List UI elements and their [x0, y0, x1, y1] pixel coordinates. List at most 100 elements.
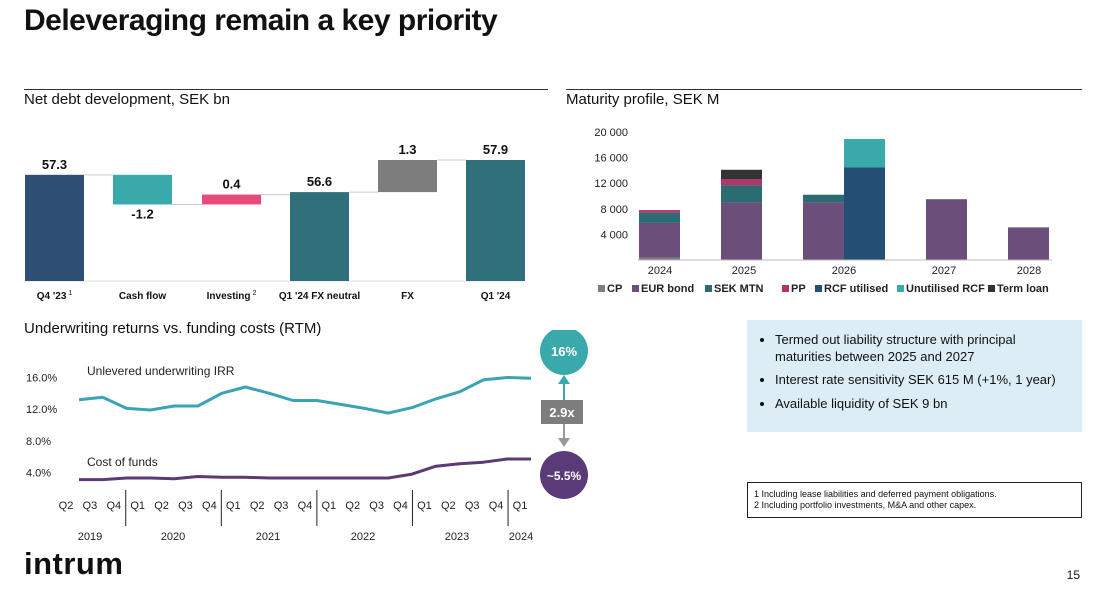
- uw-x-quarter: Q2: [154, 500, 169, 512]
- waterfall-category-label: Cash flow: [119, 291, 166, 302]
- waterfall-bar: [466, 160, 525, 281]
- uw-x-quarter: Q3: [274, 500, 289, 512]
- legend-swatch: [782, 285, 789, 292]
- uw-x-quarter: Q3: [83, 500, 98, 512]
- uw-x-quarter: Q3: [369, 500, 384, 512]
- waterfall-value-label: -1.2: [131, 206, 153, 221]
- uw-x-year: 2021: [256, 531, 280, 543]
- maturity-bar-segment: [721, 169, 762, 180]
- uw-x-quarter: Q2: [441, 500, 456, 512]
- footnote-marker: 2: [251, 290, 257, 297]
- uw-x-year: 2022: [351, 531, 375, 543]
- maturity-x-label: 2026: [832, 265, 856, 277]
- page-title: Deleveraging remain a key priority: [24, 4, 498, 37]
- page-number: 15: [1066, 568, 1080, 582]
- legend-label: PP: [791, 283, 806, 295]
- underwriting-chart: 4.0% 8.0% 12.0% 16.0% Unlevered underwriting…: [26, 330, 588, 543]
- key-point: Interest rate sensitivity SEK 615 M (+1%…: [775, 372, 1072, 389]
- gap-arrow-up-head: [558, 375, 570, 384]
- waterfall-category-label: Q1 '24: [481, 291, 511, 302]
- net-debt-rule: [24, 89, 548, 90]
- maturity-bar-segment: [844, 167, 885, 260]
- footnotes: 1 Including lease liabilities and deferr…: [747, 482, 1082, 518]
- uw-y-tick: 8.0%: [26, 436, 51, 448]
- maturity-bar-segment: [721, 179, 762, 186]
- irr-line: [78, 376, 532, 415]
- waterfall-value-label: 57.9: [483, 142, 508, 157]
- maturity-x-label: 2027: [932, 265, 956, 277]
- maturity-y-tick: 4 000: [600, 229, 628, 241]
- maturity-bar-segment: [639, 257, 680, 260]
- maturity-x-label: 2025: [732, 265, 756, 277]
- waterfall-bar: [202, 194, 261, 205]
- cost-of-funds-line: [79, 457, 531, 482]
- uw-x-quarter: Q2: [59, 500, 74, 512]
- uw-x-quarter: Q1: [130, 500, 145, 512]
- uw-x-quarter: Q4: [202, 500, 217, 512]
- maturity-bar-segment: [844, 139, 885, 168]
- waterfall-value-label: 1.3: [398, 142, 416, 157]
- legend-swatch: [815, 285, 822, 292]
- key-point: Termed out liability structure with prin…: [775, 332, 1072, 365]
- legend-swatch: [598, 285, 605, 292]
- maturity-x-label: 2028: [1017, 265, 1041, 277]
- gap-box: [541, 400, 583, 424]
- waterfall-category-label: Q4 '23 1: [37, 290, 73, 302]
- waterfall-bar: [378, 160, 437, 193]
- uw-x-quarter: Q4: [106, 500, 121, 512]
- maturity-bar-segment: [721, 185, 762, 203]
- maturity-y-tick: 8 000: [600, 204, 628, 216]
- waterfall-category-label: Q1 '24 FX neutral: [279, 291, 361, 302]
- waterfall-value-label: 0.4: [222, 177, 241, 192]
- legend-label: RCF utilised: [824, 283, 888, 295]
- legend-swatch: [897, 285, 904, 292]
- uw-y-tick: 16.0%: [26, 373, 57, 385]
- uw-x-year: 2024: [509, 531, 533, 543]
- waterfall-value-label: 57.3: [42, 157, 67, 172]
- footnote-marker: 1: [66, 290, 72, 297]
- legend-label: Term loan: [997, 283, 1049, 295]
- cof-end-bubble: [540, 451, 588, 499]
- uw-x-quarter: Q1: [417, 500, 432, 512]
- maturity-x-label: 2024: [648, 265, 672, 277]
- waterfall-category-label: FX: [401, 291, 414, 302]
- cof-end-label: ~5.5%: [547, 469, 582, 483]
- uw-x-quarter: Q4: [393, 500, 408, 512]
- footnote: 1 Including lease liabilities and deferr…: [754, 489, 997, 499]
- waterfall-value-label: 56.6: [307, 174, 332, 189]
- maturity-y-tick: 20 000: [594, 127, 628, 139]
- key-point: Available liquidity of SEK 9 bn: [775, 396, 1072, 413]
- uw-x-year: 2019: [78, 531, 102, 543]
- uw-x-quarter: Q4: [298, 500, 313, 512]
- maturity-y-tick: 12 000: [594, 178, 628, 190]
- uw-x-year: 2020: [161, 531, 185, 543]
- key-points-box: Termed out liability structure with prin…: [747, 320, 1082, 432]
- net-debt-chart: 57.3 Q4 '23 1 -1.2 Cash flow 0.4 Investing 2 5…: [24, 142, 525, 302]
- underwriting-title: Underwriting returns vs. funding costs (…: [24, 320, 322, 337]
- maturity-chart: 4 000 8 000 12 000 16 000 20 000 2024 2025 2026…: [594, 127, 1052, 295]
- legend-label: SEK MTN: [714, 283, 764, 295]
- maturity-bar-segment: [639, 222, 680, 258]
- maturity-bar-segment: [639, 212, 680, 223]
- uw-x-quarter: Q3: [178, 500, 193, 512]
- irr-end-label: 16%: [551, 344, 577, 359]
- legend-label: CP: [607, 283, 622, 295]
- maturity-bar-segment: [639, 210, 680, 213]
- legend-label: EUR bond: [641, 283, 694, 295]
- cost-of-funds-series-label: Cost of funds: [87, 455, 158, 469]
- uw-y-tick: 12.0%: [26, 404, 57, 416]
- legend-swatch: [705, 285, 712, 292]
- uw-x-quarter: Q2: [345, 500, 360, 512]
- uw-x-quarter: Q1: [513, 500, 528, 512]
- maturity-bar-segment: [721, 202, 762, 260]
- legend-swatch: [988, 285, 995, 292]
- uw-x-year: 2023: [445, 531, 469, 543]
- uw-y-tick: 4.0%: [26, 468, 51, 480]
- irr-end-bubble: [540, 330, 588, 375]
- maturity-bar-segment: [926, 199, 967, 260]
- net-debt-title: Net debt development, SEK bn: [24, 91, 230, 108]
- waterfall-category-label: Investing 2: [207, 290, 257, 302]
- maturity-rule: [566, 89, 1082, 90]
- legend-label: Unutilised RCF: [906, 283, 985, 295]
- gap-label: 2.9x: [549, 405, 575, 420]
